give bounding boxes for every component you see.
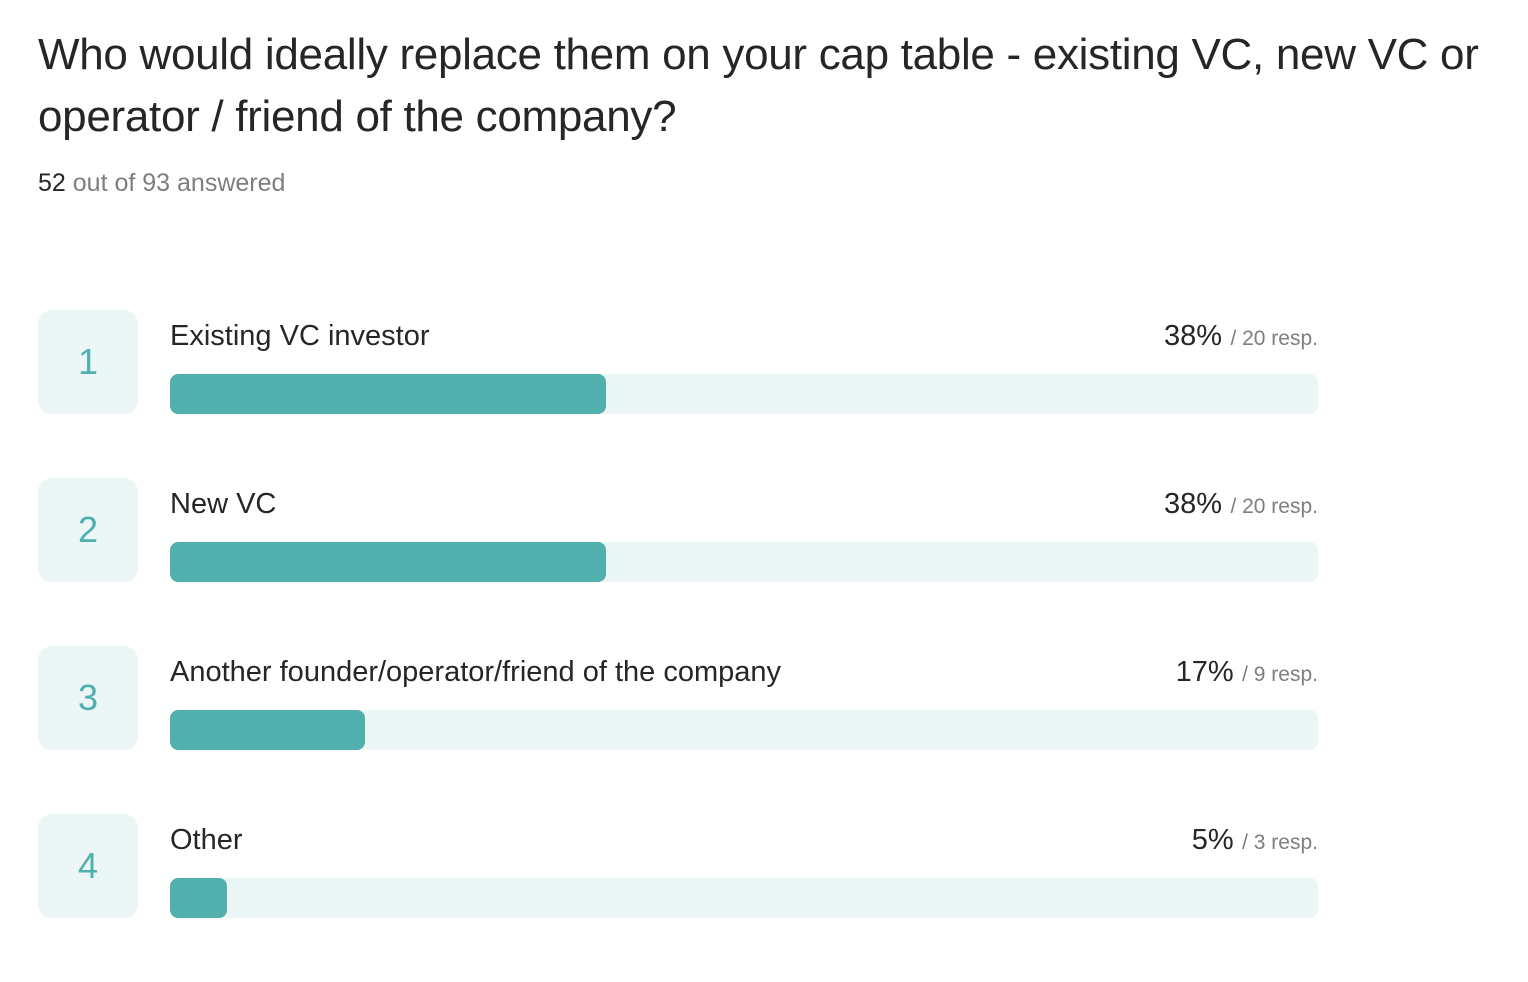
response-count: / 20 resp.	[1230, 327, 1318, 350]
rank-badge: 3	[38, 646, 138, 750]
result-row: 3 Another founder/operator/friend of the…	[38, 646, 1318, 750]
response-count: / 9 resp.	[1242, 663, 1318, 686]
answered-total-text: out of 93 answered	[65, 169, 286, 197]
result-row: 1 Existing VC investor 38% / 20 resp.	[38, 310, 1318, 414]
option-stats: 5% / 3 resp.	[1192, 820, 1318, 865]
option-stats: 38% / 20 resp.	[1164, 316, 1318, 361]
result-row: 2 New VC 38% / 20 resp.	[38, 478, 1318, 582]
results-chart: 1 Existing VC investor 38% / 20 resp. 2 …	[38, 310, 1318, 982]
option-label: Other	[170, 824, 243, 856]
rank-badge: 2	[38, 478, 138, 582]
answered-count: 52	[38, 169, 66, 197]
option-label: Existing VC investor	[170, 320, 430, 352]
rank-badge: 1	[38, 310, 138, 414]
response-count: / 3 resp.	[1242, 831, 1318, 854]
bar-track	[170, 878, 1318, 918]
percent-label: 5%	[1191, 824, 1234, 856]
option-stats: 38% / 20 resp.	[1164, 484, 1318, 529]
percent-label: 17%	[1175, 656, 1234, 688]
bar-fill	[170, 374, 607, 414]
bar-fill	[170, 878, 228, 918]
option-label: Another founder/operator/friend of the c…	[170, 656, 781, 688]
bar-fill	[170, 542, 607, 582]
rank-badge: 4	[38, 814, 138, 918]
option-label: New VC	[170, 488, 277, 520]
percent-label: 38%	[1163, 488, 1222, 520]
bar-fill	[170, 710, 366, 750]
percent-label: 38%	[1163, 320, 1222, 352]
question-title: Who would ideally replace them on your c…	[38, 30, 1479, 141]
result-row: 4 Other 5% / 3 resp.	[38, 814, 1318, 918]
bar-track	[170, 374, 1318, 414]
bar-track	[170, 542, 1318, 582]
option-stats: 17% / 9 resp.	[1176, 652, 1318, 697]
bar-track	[170, 710, 1318, 750]
answered-summary: 52 out of 93 answered	[38, 166, 285, 200]
response-count: / 20 resp.	[1230, 495, 1318, 518]
